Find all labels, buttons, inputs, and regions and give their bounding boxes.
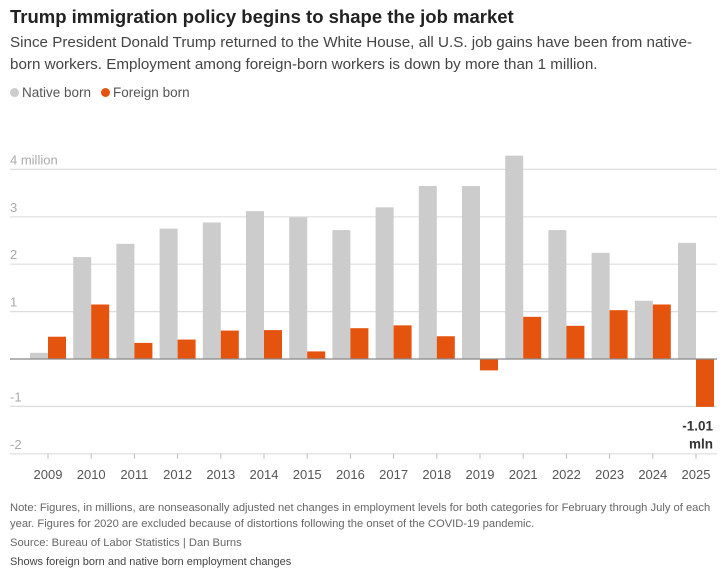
bar-foreign-2015 [307, 351, 326, 359]
annotation-value: -1.01 [682, 418, 713, 433]
bar-foreign-2018 [436, 336, 455, 359]
annotation-unit: mln [689, 436, 713, 451]
x-tick-label: 2014 [250, 467, 279, 482]
chart-source: Source: Bureau of Labor Statistics | Dan… [10, 537, 242, 549]
bar-foreign-2021 [523, 316, 542, 359]
bar-native-2019 [462, 185, 480, 359]
bar-foreign-2013 [220, 330, 239, 359]
chart-note: Note: Figures, in millions, are nonseaso… [10, 502, 711, 530]
bar-foreign-2011 [134, 342, 153, 359]
bar-native-2017 [375, 207, 394, 359]
y-tick-label: 4 million [10, 152, 58, 167]
bar-foreign-2019 [480, 359, 498, 371]
y-tick-label: 1 [10, 295, 17, 310]
bar-foreign-2023 [609, 310, 628, 359]
y-tick-label: 2 [10, 247, 17, 262]
x-tick-label: 2018 [422, 467, 451, 482]
y-tick-label: 3 [10, 200, 17, 215]
bar-native-2012 [159, 228, 178, 359]
bar-foreign-2010 [91, 304, 110, 359]
bar-native-2010 [73, 257, 92, 359]
x-tick-label: 2010 [77, 467, 106, 482]
legend: Native born Foreign born [10, 84, 715, 101]
bar-foreign-2025 [696, 359, 714, 407]
bar-foreign-2022 [566, 325, 585, 359]
x-tick-label: 2023 [595, 467, 624, 482]
bar-foreign-2017 [393, 325, 412, 359]
bar-native-2018 [418, 185, 437, 359]
x-tick-label: 2024 [638, 467, 667, 482]
bar-foreign-2012 [177, 339, 196, 359]
bar-native-2023 [591, 252, 610, 359]
legend-label: Native born [22, 85, 92, 100]
bar-native-2009 [30, 352, 48, 359]
bar-native-2024 [634, 300, 653, 359]
bar-native-2022 [548, 230, 567, 359]
x-tick-label: 2015 [293, 467, 322, 482]
x-tick-label: 2019 [466, 467, 495, 482]
legend-swatch-native [10, 88, 19, 97]
chart-subtitle: Since President Donald Trump returned to… [10, 34, 693, 73]
x-tick-label: 2021 [509, 467, 538, 482]
legend-label: Foreign born [113, 85, 190, 100]
y-tick-label: -1 [10, 389, 22, 404]
legend-swatch-foreign [101, 88, 111, 97]
chart-footer: Note: Figures, in millions, are nonseaso… [10, 500, 715, 569]
bar-foreign-2014 [264, 330, 282, 359]
x-tick-label: 2022 [552, 467, 581, 482]
bar-native-2014 [246, 211, 264, 359]
x-tick-label: 2017 [379, 467, 408, 482]
bar-foreign-2016 [350, 328, 369, 359]
bar-chart: 4 million 3 2 1 -1 -2 2009 2010 2011 2012 2013 2014… [10, 152, 717, 482]
bar-native-2025 [678, 242, 696, 359]
x-tick-label: 2011 [120, 467, 148, 482]
bar-native-2011 [116, 243, 135, 359]
x-tick-label: 2012 [163, 467, 192, 482]
chart-header: Trump immigration policy begins to shape… [10, 5, 715, 101]
bar-native-2013 [202, 222, 221, 359]
chart-title: Trump immigration policy begins to shape… [10, 6, 514, 27]
x-tick-label: 2016 [336, 467, 365, 482]
bar-native-2015 [289, 217, 308, 359]
x-tick-label: 2025 [682, 467, 711, 482]
bar-native-2016 [332, 230, 351, 359]
bar-foreign-2024 [652, 304, 671, 359]
legend-item-native: Native born [10, 84, 91, 101]
bar-foreign-2009 [48, 336, 66, 359]
x-tick-label: 2009 [34, 467, 63, 482]
bar-native-2021 [505, 155, 524, 359]
x-tick-label: 2013 [206, 467, 235, 482]
alt-text: Shows foreign born and native born emplo… [10, 556, 292, 568]
legend-item-foreign: Foreign born [101, 84, 190, 101]
y-tick-label: -2 [10, 437, 22, 452]
